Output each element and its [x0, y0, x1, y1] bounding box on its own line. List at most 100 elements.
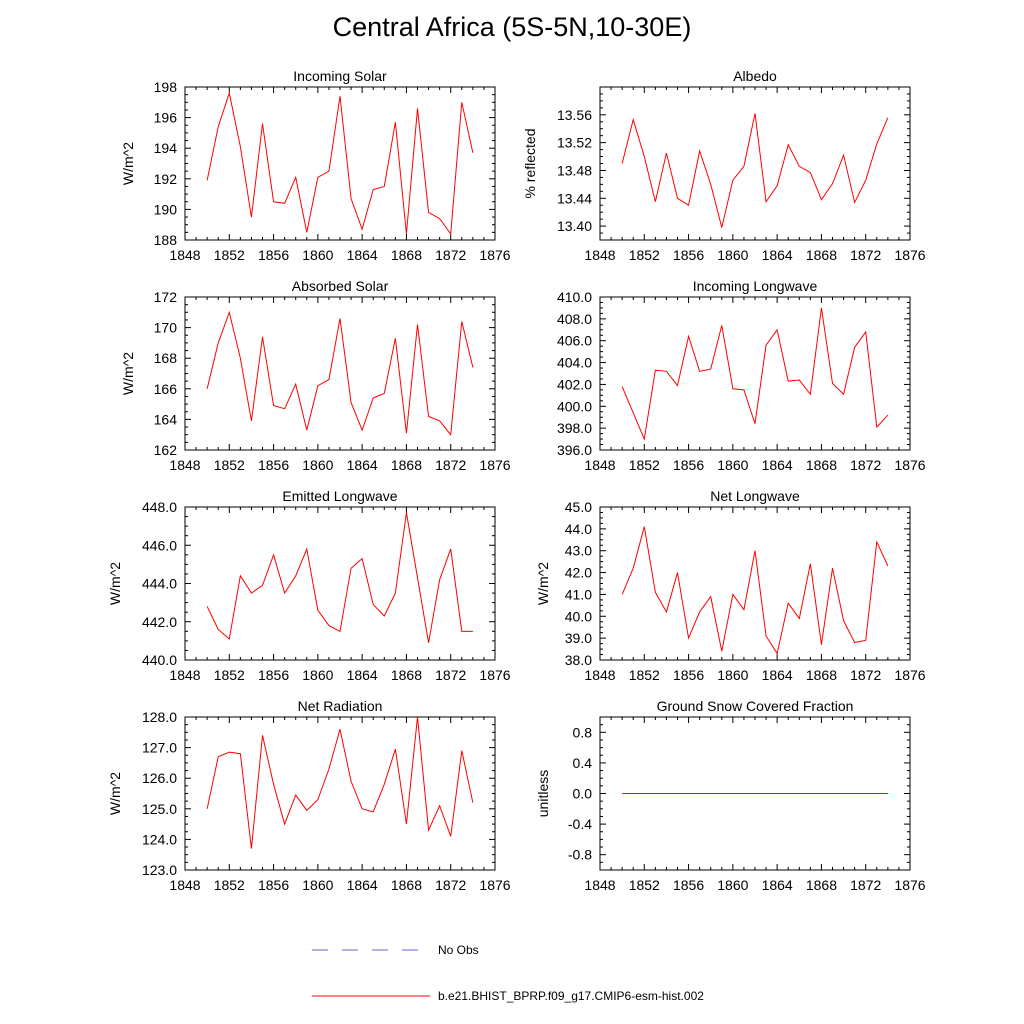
x-tick-label: 1852 — [214, 457, 245, 473]
panel-title: Absorbed Solar — [292, 278, 389, 294]
chart-panel-5: Emitted Longwave 1848 1852 1856 1860 1864 1868… — [107, 488, 511, 683]
panel-title: Albedo — [733, 68, 777, 84]
y-tick-label: 448.0 — [142, 499, 177, 515]
x-tick-label: 1860 — [717, 457, 748, 473]
y-tick-label: 41.0 — [565, 586, 592, 602]
panel-title: Net Radiation — [298, 698, 383, 714]
x-tick-label: 1876 — [894, 667, 925, 683]
y-tick-label: 164 — [154, 411, 178, 427]
x-tick-label: 1860 — [717, 247, 748, 263]
y-tick-label: 127.0 — [142, 740, 177, 756]
y-axis-label: W/m^2 — [535, 562, 551, 605]
panel-title: Incoming Longwave — [693, 278, 818, 294]
x-tick-label: 1852 — [214, 877, 245, 893]
y-tick-label: 196 — [154, 110, 178, 126]
series-line — [206, 512, 473, 643]
x-tick-label: 1860 — [717, 667, 748, 683]
x-tick-label: 1848 — [169, 667, 200, 683]
y-tick-label: 124.0 — [142, 831, 177, 847]
chart-panel-1: Incoming Solar 1848 1852 1856 1860 1864 1868 18… — [120, 68, 511, 263]
x-tick-label: 1864 — [347, 667, 378, 683]
y-tick-label: 406.0 — [557, 333, 592, 349]
x-tick-label: 1860 — [302, 667, 333, 683]
y-tick-label: -0.4 — [568, 816, 592, 832]
x-tick-label: 1868 — [806, 457, 837, 473]
figure-title: Central Africa (5S-5N,10-30E) — [332, 12, 692, 42]
y-axis-label: % reflected — [522, 128, 538, 198]
y-tick-label: 43.0 — [565, 543, 592, 559]
y-tick-label: 13.44 — [557, 190, 592, 206]
x-tick-label: 1876 — [894, 247, 925, 263]
y-tick-label: 168 — [154, 350, 178, 366]
y-tick-label: 170 — [154, 320, 178, 336]
x-tick-label: 1876 — [894, 877, 925, 893]
x-tick-label: 1868 — [391, 877, 422, 893]
x-tick-label: 1864 — [762, 667, 793, 683]
y-tick-label: 188 — [154, 232, 178, 248]
y-tick-label: 123.0 — [142, 862, 177, 878]
y-tick-label: 398.0 — [557, 420, 592, 436]
plot-frame — [184, 506, 496, 661]
x-tick-label: 1872 — [850, 247, 881, 263]
y-tick-label: 194 — [154, 140, 178, 156]
x-tick-label: 1876 — [894, 457, 925, 473]
x-tick-label: 1856 — [258, 247, 289, 263]
y-tick-label: 0.4 — [573, 755, 593, 771]
y-axis-label: W/m^2 — [107, 562, 123, 605]
plot-frame — [184, 716, 496, 871]
y-tick-label: 44.0 — [565, 521, 592, 537]
x-tick-label: 1872 — [850, 457, 881, 473]
x-tick-label: 1860 — [717, 877, 748, 893]
chart-panel-2: Albedo 1848 1852 1856 1860 1864 1868 1872 1876 13… — [522, 68, 926, 263]
y-tick-label: 45.0 — [565, 499, 592, 515]
x-tick-label: 1852 — [214, 667, 245, 683]
y-tick-label: 444.0 — [142, 576, 177, 592]
y-tick-label: 125.0 — [142, 801, 177, 817]
x-tick-label: 1872 — [435, 667, 466, 683]
x-tick-label: 1872 — [850, 667, 881, 683]
x-tick-label: 1872 — [850, 877, 881, 893]
x-tick-label: 1856 — [673, 877, 704, 893]
panel-title: Emitted Longwave — [282, 488, 397, 504]
x-tick-label: 1848 — [584, 247, 615, 263]
x-tick-label: 1848 — [584, 457, 615, 473]
x-tick-label: 1860 — [302, 247, 333, 263]
x-tick-label: 1856 — [673, 247, 704, 263]
series-line — [206, 716, 474, 849]
y-tick-label: 128.0 — [142, 709, 177, 725]
plot-frame — [599, 506, 911, 661]
y-tick-label: 190 — [154, 201, 178, 217]
y-tick-label: 13.56 — [557, 107, 592, 123]
y-tick-label: 192 — [154, 171, 178, 187]
x-tick-label: 1856 — [258, 667, 289, 683]
x-tick-label: 1864 — [347, 877, 378, 893]
plot-frame — [184, 86, 496, 241]
y-axis-label: unitless — [535, 770, 551, 817]
x-tick-label: 1852 — [629, 247, 660, 263]
x-tick-label: 1848 — [169, 877, 200, 893]
y-tick-label: 38.0 — [565, 652, 592, 668]
y-tick-label: 400.0 — [557, 398, 592, 414]
y-tick-label: 13.48 — [557, 162, 592, 178]
y-axis-label: W/m^2 — [107, 772, 123, 815]
y-tick-label: 126.0 — [142, 770, 177, 786]
y-tick-label: 410.0 — [557, 289, 592, 305]
y-tick-label: 42.0 — [565, 565, 592, 581]
panel-title: Ground Snow Covered Fraction — [657, 698, 854, 714]
panel-title: Incoming Solar — [293, 68, 387, 84]
x-tick-label: 1860 — [302, 457, 333, 473]
chart-panel-8: Ground Snow Covered Fraction 1848 1852 1856… — [535, 698, 926, 893]
x-tick-label: 1856 — [258, 457, 289, 473]
y-axis-label: W/m^2 — [120, 142, 136, 185]
y-tick-label: 40.0 — [565, 608, 592, 624]
x-tick-label: 1876 — [479, 247, 510, 263]
x-tick-label: 1868 — [806, 877, 837, 893]
x-tick-label: 1876 — [479, 877, 510, 893]
y-axis-label: W/m^2 — [120, 352, 136, 395]
series-line — [206, 310, 474, 436]
chart-panel-3: Absorbed Solar 1848 1852 1856 1860 1864 1868 18… — [120, 278, 511, 473]
series-line — [621, 113, 889, 228]
series-line — [206, 91, 474, 236]
